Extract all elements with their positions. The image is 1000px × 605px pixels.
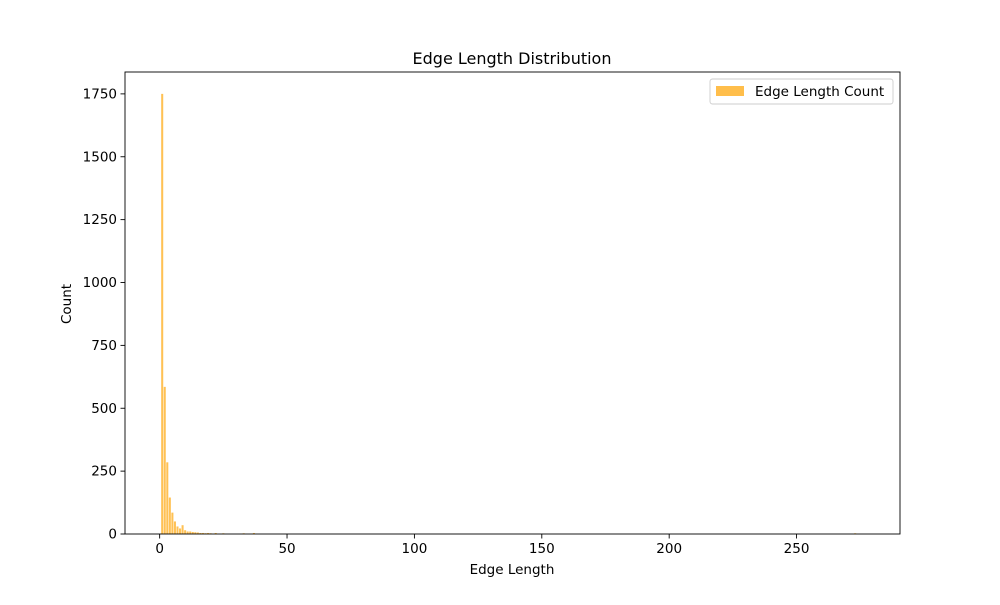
bar [196, 532, 199, 534]
y-tick-label: 1500 [83, 149, 117, 165]
legend-swatch [716, 86, 744, 96]
bar [176, 526, 179, 534]
x-tick-label: 250 [784, 541, 810, 557]
bar [189, 531, 192, 534]
bar [166, 462, 169, 534]
y-tick-label: 1000 [83, 275, 117, 291]
bar [171, 512, 174, 534]
x-tick-label: 100 [402, 541, 428, 557]
y-tick-label: 250 [91, 464, 117, 480]
bar [184, 530, 187, 534]
axes-layer: 0 50 100 150 200 250 0 250 500 750 1000 1250 1500 175… [83, 71, 901, 557]
x-tick-label: 200 [656, 541, 682, 557]
bar [194, 532, 197, 534]
bar [214, 532, 217, 534]
x-axis-label: Edge Length [470, 562, 555, 578]
x-tick-label: 150 [529, 541, 555, 557]
chart-title: Edge Length Distribution [413, 49, 612, 68]
y-axis-label: Count [59, 284, 75, 324]
y-tick-label: 1250 [83, 212, 117, 228]
legend: Edge Length Count [709, 78, 894, 105]
y-tick-label: 750 [91, 338, 117, 354]
y-tick-label: 1750 [83, 86, 117, 102]
bar [252, 532, 255, 534]
bar [161, 93, 164, 534]
y-tick-label: 0 [108, 527, 117, 543]
legend-label: Edge Length Count [755, 84, 884, 100]
legend-box [709, 78, 894, 105]
bar [173, 521, 176, 534]
x-tick-label: 0 [155, 541, 164, 557]
x-tick-label: 50 [278, 541, 295, 557]
bar [179, 528, 182, 534]
bar [207, 532, 210, 534]
bar [163, 386, 166, 534]
bar [168, 497, 171, 534]
plot-frame [124, 71, 901, 535]
bar [181, 525, 184, 534]
y-tick-label: 500 [91, 401, 117, 417]
bar [186, 531, 189, 534]
bar [199, 532, 202, 534]
bar [201, 532, 204, 534]
bar [191, 531, 194, 534]
